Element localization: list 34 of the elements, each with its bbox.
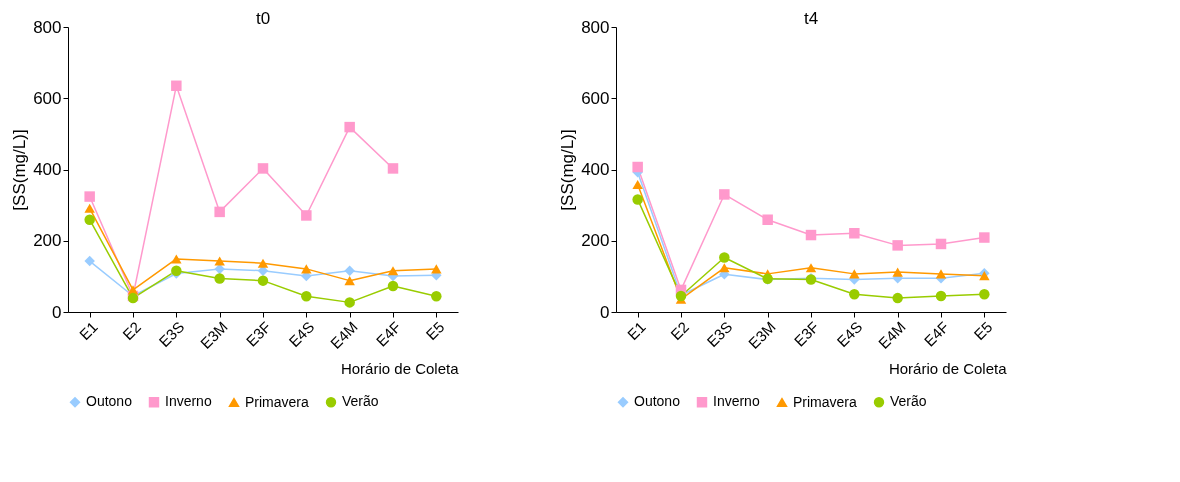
y-tick-label: 400 bbox=[581, 160, 610, 179]
y-tick-label: 600 bbox=[581, 88, 610, 108]
x-tick-label: E1 bbox=[623, 318, 649, 344]
y-tick-label: 200 bbox=[581, 231, 610, 251]
legend-label: Verão bbox=[890, 393, 927, 410]
y-tick-label: 0 bbox=[52, 302, 62, 322]
legend-label: Verão bbox=[342, 393, 379, 410]
x-tick-label: E2 bbox=[119, 318, 145, 344]
y-tick-label: 200 bbox=[33, 231, 62, 251]
legend-label: Outono bbox=[86, 393, 133, 410]
y-tick-label: 800 bbox=[581, 17, 610, 37]
y-tick-label: 600 bbox=[33, 88, 62, 108]
x-tick-label: E4S bbox=[833, 318, 866, 351]
x-tick-label: E5 bbox=[970, 318, 996, 344]
y-tick-label: 800 bbox=[33, 17, 62, 37]
legend-label: Primavera bbox=[793, 393, 858, 410]
y-axis-title: [SS(mg/L)] bbox=[10, 129, 30, 211]
legend-label: Inverno bbox=[165, 393, 212, 410]
legend-label: Inverno bbox=[713, 393, 760, 410]
x-tick-label: E4S bbox=[285, 318, 318, 351]
x-tick-label: E2 bbox=[667, 318, 693, 344]
y-tick-label: 0 bbox=[600, 302, 610, 322]
x-tick-label: E1 bbox=[75, 318, 101, 344]
y-axis-title: [SS(mg/L)] bbox=[558, 129, 578, 211]
x-tick-label: E3S bbox=[703, 318, 736, 351]
x-axis-title: Horário de Coleta bbox=[888, 359, 1008, 377]
chart-title: t0 bbox=[255, 9, 271, 28]
chart-title: t4 bbox=[803, 9, 819, 28]
x-axis-title: Horário de Coleta bbox=[340, 359, 460, 377]
legend-label: Primavera bbox=[245, 393, 310, 410]
y-tick-label: 400 bbox=[33, 160, 62, 179]
x-tick-label: E5 bbox=[422, 318, 448, 344]
x-tick-label: E3S bbox=[155, 318, 188, 351]
legend-label: Outono bbox=[634, 393, 681, 410]
